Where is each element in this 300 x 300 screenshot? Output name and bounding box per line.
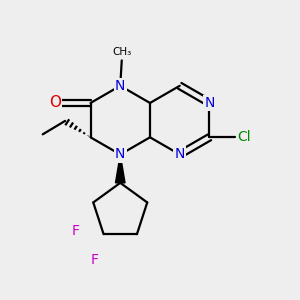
Text: F: F bbox=[72, 224, 80, 238]
Polygon shape bbox=[116, 154, 125, 183]
Text: Cl: Cl bbox=[237, 130, 250, 144]
Text: N: N bbox=[115, 148, 125, 161]
Text: O: O bbox=[49, 95, 61, 110]
Text: N: N bbox=[115, 79, 125, 93]
Text: N: N bbox=[175, 148, 185, 161]
Text: CH₃: CH₃ bbox=[112, 47, 131, 57]
Text: F: F bbox=[91, 253, 99, 267]
Text: N: N bbox=[204, 96, 215, 110]
